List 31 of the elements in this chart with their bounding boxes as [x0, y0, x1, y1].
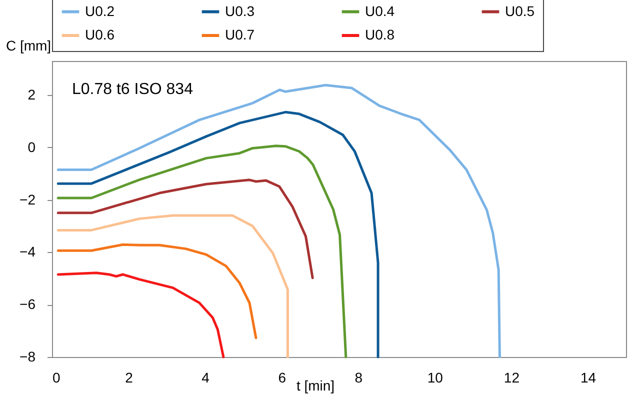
y-tick-label: 2 [28, 86, 36, 103]
x-tick-label: 4 [202, 370, 210, 386]
legend-label: U0.4 [365, 2, 395, 19]
y-tick-label: −4 [20, 244, 36, 260]
x-tick-label: 10 [427, 370, 444, 386]
line-series [56, 84, 501, 358]
line-series [56, 243, 258, 340]
line-series [56, 214, 289, 358]
x-axis-title: t [min] [296, 378, 335, 394]
x-tick-label: 14 [580, 370, 596, 386]
line-series [56, 144, 348, 358]
x-tick-label: 2 [125, 370, 134, 386]
legend-label: U0.8 [365, 26, 395, 42]
annotation: L0.78 t6 ISO 834 [72, 81, 194, 98]
y-tick-label: 0 [28, 138, 36, 155]
y-tick-label: −2 [20, 191, 36, 208]
legend-label: U0.5 [505, 2, 535, 19]
legend-label: U0.6 [85, 26, 115, 42]
line-series [56, 110, 380, 358]
x-tick-label: 8 [354, 370, 363, 386]
x-tick-label: 6 [278, 370, 286, 386]
x-tick-label: 12 [504, 370, 520, 386]
line-series [56, 178, 314, 280]
legend-label: U0.3 [225, 2, 255, 19]
y-tick-label: −8 [20, 348, 36, 364]
legend-label: U0.2 [85, 2, 115, 19]
line-series [56, 272, 225, 358]
y-tick-label: −6 [20, 296, 36, 312]
y-axis-title: C [mm] [6, 38, 52, 54]
legend-label: U0.7 [225, 26, 255, 42]
x-tick-label: 0 [52, 370, 60, 386]
